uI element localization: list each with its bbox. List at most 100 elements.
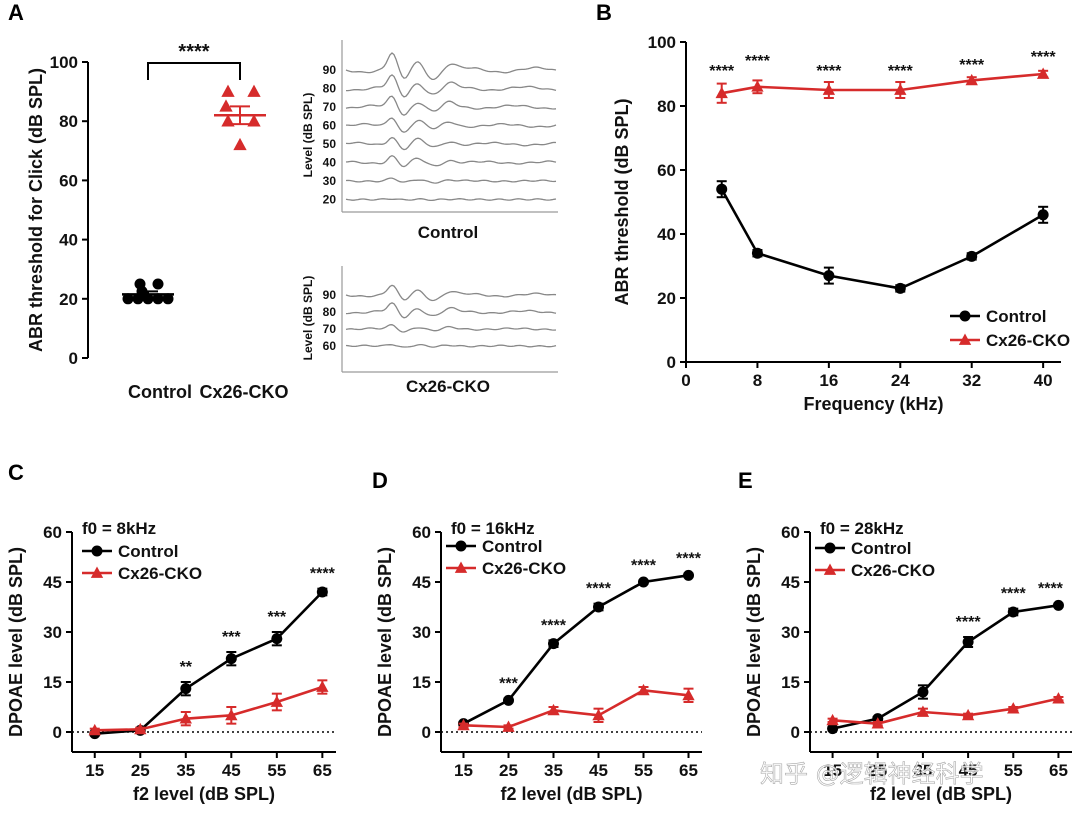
abr-trace-wave [345, 324, 557, 333]
panel-d-y-tick-label: 30 [412, 623, 431, 642]
panel-c-x-tick-label: 25 [131, 761, 150, 780]
panel-b-point-control [1037, 209, 1049, 221]
panel-c-point-cko [179, 712, 192, 724]
panel-b-point-cko [751, 80, 764, 92]
panel-d-x-tick-label: 25 [499, 761, 518, 780]
panel-d-subtitle: f0 = 16kHz [451, 519, 535, 538]
panel-b-significance-stars: **** [709, 63, 735, 80]
panel-b-significance-stars: **** [816, 63, 842, 80]
panel-d-significance-stars: **** [541, 617, 567, 634]
panel-b-point-control [894, 282, 906, 294]
panel-e-x-label: f2 level (dB SPL) [870, 784, 1012, 804]
panel-d-point-control [503, 694, 514, 706]
panel-d-legend-label-cko: Cx26-CKO [482, 559, 566, 578]
panel-e-legend-label-cko: Cx26-CKO [851, 561, 935, 580]
panel-e-y-tick-label: 0 [791, 723, 800, 742]
panel-c-y-tick-label: 45 [43, 573, 62, 592]
abr-trace-wave [346, 117, 557, 133]
abr-trace-wave [345, 52, 557, 81]
panel-d-significance-stars: **** [676, 551, 702, 568]
panel-a-point-cko [219, 99, 233, 112]
panel-e-significance-stars: **** [956, 614, 982, 631]
panel-c-legend-marker-control [91, 545, 103, 557]
panel-b-point-cko [965, 73, 978, 86]
panel-a-traces-cko: Level (dB SPL) Cx26-CKO 90 80 70 60 [301, 266, 558, 396]
panel-a-point-control [152, 293, 164, 305]
panel-b-point-cko [1036, 67, 1050, 79]
panel-a-y-label: ABR threshold for Click (dB SPL) [26, 68, 46, 352]
panel-c-significance-stars: **** [310, 566, 336, 583]
panel-letter-c: C [8, 460, 24, 485]
panel-e-point-cko [916, 705, 930, 717]
trace-level-label: 40 [323, 156, 337, 170]
panel-c-x-tick-label: 15 [85, 761, 104, 780]
panel-c-legend-marker-cko [90, 566, 104, 578]
abr-trace-wave [345, 136, 557, 151]
panel-b-legend-marker-cko [958, 333, 972, 345]
panel-e-x-tick-label: 55 [1004, 761, 1023, 780]
panel-d-y-label: DPOAE level (dB SPL) [375, 547, 395, 737]
panel-a-y-tick-label: 20 [59, 290, 78, 309]
traces-control-y-label: Level (dB SPL) [301, 93, 315, 178]
panel-c-x-tick-label: 35 [176, 761, 195, 780]
panel-b-legend-label-cko: Cx26-CKO [986, 331, 1070, 350]
panel-d-significance-stars: **** [631, 557, 657, 574]
panel-letter-d: D [372, 468, 388, 493]
panel-d-y-tick-label: 45 [412, 573, 431, 592]
panel-e-point-control [917, 686, 929, 698]
panel-b-point-cko [822, 83, 836, 95]
panel-a-point-control [122, 293, 134, 305]
panel-b-x-tick-label: 16 [819, 371, 838, 390]
panel-d-y-tick-label: 60 [412, 523, 431, 542]
panel-e-subtitle: f0 = 28kHz [820, 519, 904, 538]
abr-trace-wave [345, 343, 557, 348]
panel-c-y-tick-label: 0 [53, 723, 62, 742]
trace-level-label: 80 [323, 82, 337, 96]
panel-b-x-tick-label: 40 [1034, 371, 1053, 390]
abr-trace-wave [345, 284, 557, 302]
panel-b-point-control [751, 247, 763, 259]
panel-d-x-label: f2 level (dB SPL) [500, 784, 642, 804]
panel-b-point-control [966, 250, 978, 262]
panel-e-series-line-cko [832, 697, 1059, 725]
trace-level-label: 50 [323, 137, 337, 151]
watermark-text: 知乎 @逻辑神经科学 [760, 760, 984, 788]
panel-d-legend-marker-control [455, 540, 467, 552]
abr-trace-wave [345, 95, 557, 116]
panel-c-y-label: DPOAE level (dB SPL) [6, 547, 26, 737]
panel-b-x-tick-label: 8 [753, 371, 762, 390]
panel-c-x-tick-label: 55 [267, 761, 286, 780]
panel-b-y-tick-label: 80 [657, 97, 676, 116]
panel-c-point-control [225, 653, 237, 665]
panel-b-significance-stars: **** [745, 53, 771, 70]
panel-c-point-control [271, 633, 283, 645]
panel-e-x-tick-label: 45 [959, 761, 978, 780]
panel-b-y-label: ABR threshold (dB SPL) [612, 99, 632, 306]
panel-a-point-control [152, 278, 164, 290]
panel-a-y-tick-label: 80 [59, 112, 78, 131]
panel-d-point-control [683, 569, 694, 581]
panel-letter-a: A [8, 0, 24, 25]
trace-level-label: 70 [323, 100, 337, 114]
panel-e-point-cko [871, 717, 884, 729]
abr-trace-wave [345, 154, 557, 168]
trace-level-label: 90 [323, 288, 337, 302]
panel-e-point-cko [961, 708, 975, 721]
panel-d-series-line-cko [463, 688, 689, 729]
panel-d-significance-stars: *** [499, 676, 518, 693]
panel-c-line-chart: 0 15 30 45 60 15 25 35 45 55 65 f2 level (dB SPL) DP… [6, 519, 336, 804]
panel-e-legend-marker-control [824, 542, 836, 554]
panel-d-point-cko [592, 708, 605, 721]
panel-e-x-tick-label: 35 [913, 761, 932, 780]
trace-level-label: 90 [323, 63, 337, 77]
panel-b-series-line-control [720, 188, 1044, 290]
panel-a-y-tick-label: 100 [50, 53, 78, 72]
panel-d-x-tick-label: 15 [454, 761, 473, 780]
panel-c-y-tick-label: 60 [43, 523, 62, 542]
panel-d-legend-label-control: Control [482, 537, 542, 556]
panel-a-y-tick-label: 60 [59, 171, 78, 190]
panel-c-point-cko [270, 695, 284, 707]
trace-level-label: 30 [323, 174, 337, 188]
panel-d-point-control [548, 638, 559, 650]
